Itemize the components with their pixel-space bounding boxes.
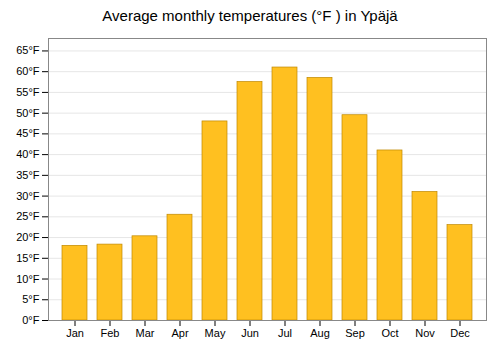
svg-text:30°F: 30°F <box>16 190 40 202</box>
svg-text:65°F: 65°F <box>16 44 40 56</box>
svg-text:35°F: 35°F <box>16 169 40 181</box>
svg-text:Jul: Jul <box>278 327 292 339</box>
svg-text:Oct: Oct <box>381 327 398 339</box>
svg-text:20°F: 20°F <box>16 231 40 243</box>
svg-text:Jan: Jan <box>66 327 84 339</box>
svg-text:15°F: 15°F <box>16 252 40 264</box>
svg-text:50°F: 50°F <box>16 107 40 119</box>
svg-text:Apr: Apr <box>171 327 188 339</box>
svg-text:Nov: Nov <box>415 327 435 339</box>
svg-text:10°F: 10°F <box>16 273 40 285</box>
svg-text:55°F: 55°F <box>16 86 40 98</box>
svg-text:Feb: Feb <box>101 327 120 339</box>
svg-text:45°F: 45°F <box>16 127 40 139</box>
svg-text:Jun: Jun <box>241 327 259 339</box>
html-text:Average monthly temperatures (: Average monthly temperatures (°F ) in Yp… <box>102 7 398 24</box>
svg-text:Dec: Dec <box>450 327 470 339</box>
svg-text:40°F: 40°F <box>16 148 40 160</box>
svg-text:0°F: 0°F <box>22 314 40 326</box>
svg-text:Aug: Aug <box>310 327 330 339</box>
svg-text:5°F: 5°F <box>22 293 40 305</box>
svg-text:Sep: Sep <box>345 327 365 339</box>
svg-text:60°F: 60°F <box>16 65 40 77</box>
svg-text:25°F: 25°F <box>16 210 40 222</box>
svg-text:May: May <box>205 327 226 339</box>
svg-text:Mar: Mar <box>136 327 155 339</box>
